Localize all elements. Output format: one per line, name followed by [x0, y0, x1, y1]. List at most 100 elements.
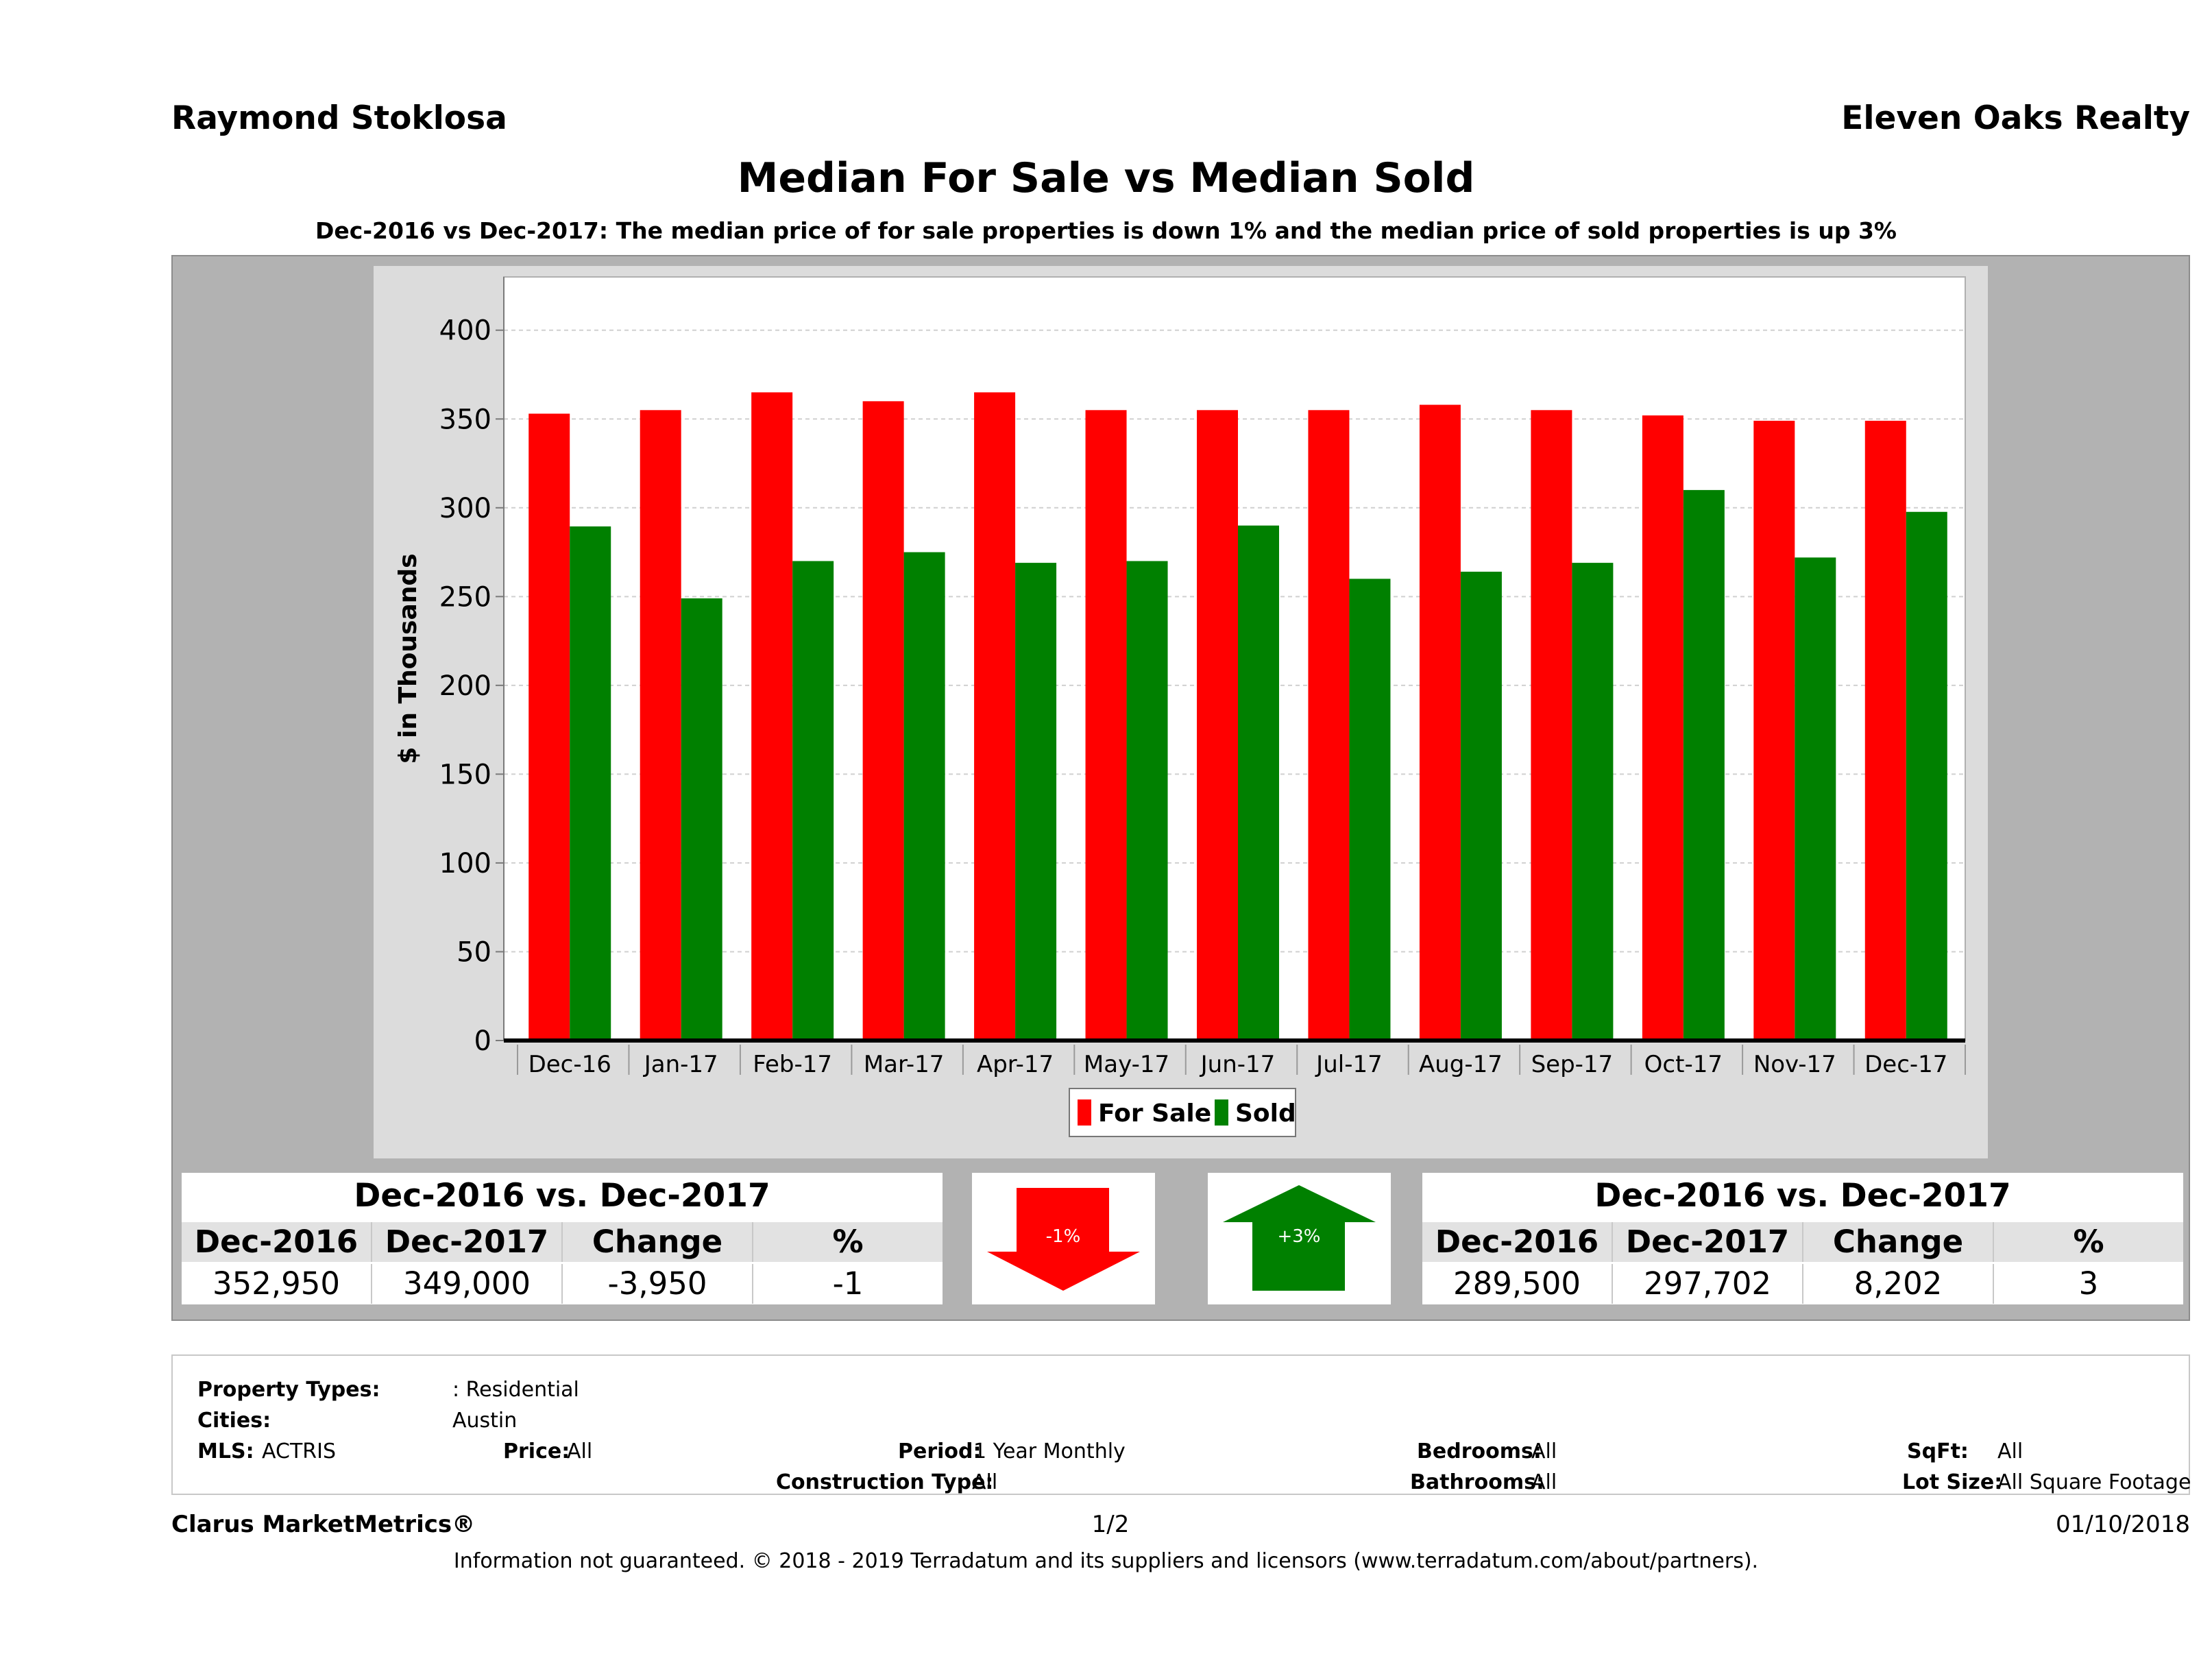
legend-box	[1069, 1088, 1296, 1137]
for-sale-change-indicator: -1%	[972, 1173, 1155, 1304]
for-sale-bar	[751, 392, 793, 1041]
value-cell: 349,000	[372, 1264, 563, 1304]
up-arrow-label: +3%	[1277, 1226, 1320, 1247]
property-types-label: Property Types:	[197, 1378, 380, 1402]
x-tick-label: Mar-17	[864, 1051, 945, 1078]
report-date: 01/10/2018	[2056, 1511, 2190, 1538]
lot-size-value: All Square Footage	[1997, 1470, 2191, 1494]
x-tick-label: Jul-17	[1315, 1051, 1383, 1078]
for-sale-bar	[1085, 410, 1127, 1041]
down-arrow-icon: -1%	[987, 1188, 1140, 1291]
y-tick-label: 350	[439, 404, 491, 435]
sold-bar	[1460, 572, 1502, 1041]
sold-bar	[681, 598, 722, 1041]
y-tick-label: 200	[439, 670, 491, 702]
value-cell: 3	[2078, 1265, 2099, 1302]
for-sale-bar	[640, 410, 681, 1041]
header-cell: %	[832, 1224, 864, 1260]
value-cell: -1	[832, 1265, 864, 1302]
y-tick-label: 400	[439, 315, 491, 347]
company-name: Eleven Oaks Realty	[1841, 99, 2190, 137]
for-sale-bar	[528, 413, 570, 1041]
construction-type-label: Construction Type:	[776, 1470, 994, 1494]
y-tick-label: 100	[439, 848, 491, 879]
cities-label: Cities:	[197, 1409, 271, 1433]
sold-change-indicator: +3%	[1208, 1173, 1391, 1304]
for-sale-bar	[1308, 410, 1350, 1041]
mls-value: ACTRIS	[262, 1439, 337, 1463]
sold-comparison-table: Dec-2016 vs. Dec-2017 Dec-2016 Dec-2017 …	[1422, 1173, 2183, 1304]
sold-table-row: 289,500 297,702 8,202 3	[1422, 1264, 2183, 1304]
sqft-label: SqFt:	[1907, 1439, 1969, 1463]
header-cell: Change	[1803, 1222, 1994, 1262]
for-sale-bar	[1197, 410, 1238, 1041]
value-cell: 297,702	[1613, 1264, 1803, 1304]
sold-bar	[570, 526, 611, 1041]
legend-label-sold: Sold	[1235, 1099, 1296, 1128]
page-number: 1/2	[1091, 1511, 1130, 1538]
mls-label: MLS:	[197, 1439, 254, 1463]
y-tick-label: 250	[439, 581, 491, 613]
for-sale-comparison-table: Dec-2016 vs. Dec-2017 Dec-2016 Dec-2017 …	[182, 1173, 943, 1304]
brand-name: Clarus MarketMetrics®	[171, 1511, 476, 1538]
header-cell: Dec-2016	[1422, 1222, 1613, 1262]
header-cell: Dec-2017	[372, 1222, 563, 1262]
x-tick-label: Dec-17	[1864, 1051, 1947, 1078]
sold-bar	[1015, 563, 1057, 1041]
for-sale-table-title: Dec-2016 vs. Dec-2017	[354, 1177, 770, 1215]
header-cell: %	[2073, 1224, 2104, 1260]
x-tick-label: Jan-17	[643, 1051, 718, 1078]
sqft-value: All	[1997, 1439, 2023, 1463]
for-sale-bar	[1864, 420, 1906, 1041]
bathrooms-value: All	[1531, 1470, 1557, 1494]
x-tick-label: May-17	[1084, 1051, 1169, 1078]
y-tick-label: 300	[439, 493, 491, 524]
up-arrow-icon: +3%	[1223, 1185, 1376, 1291]
x-tick-label: Feb-17	[753, 1051, 832, 1078]
cities-value: Austin	[452, 1409, 518, 1433]
sold-bar	[1126, 561, 1168, 1041]
agent-name: Raymond Stoklosa	[171, 99, 507, 137]
for-sale-table-header: Dec-2016 Dec-2017 Change %	[182, 1222, 943, 1262]
y-axis-label: $ in Thousands	[394, 553, 422, 764]
header-cell: Dec-2016	[182, 1222, 372, 1262]
legend-label-for-sale: For Sale	[1098, 1099, 1211, 1128]
property-types-value: : Residential	[452, 1378, 579, 1402]
for-sale-bar	[974, 392, 1016, 1041]
x-tick-label: Aug-17	[1419, 1051, 1503, 1078]
report-title: Median For Sale vs Median Sold	[737, 154, 1475, 202]
period-label: Period:	[898, 1439, 982, 1463]
for-sale-bar	[862, 401, 904, 1041]
down-arrow-label: -1%	[1046, 1226, 1081, 1247]
sold-bar	[1349, 579, 1391, 1041]
sold-bar	[792, 561, 834, 1041]
price-value: All	[567, 1439, 593, 1463]
sold-bar	[1238, 525, 1279, 1041]
value-cell: 289,500	[1422, 1264, 1613, 1304]
sold-bar	[903, 552, 945, 1041]
header-cell: Change	[563, 1222, 753, 1262]
x-tick-label: Oct-17	[1644, 1051, 1723, 1078]
x-tick-label: Nov-17	[1753, 1051, 1836, 1078]
for-sale-bar	[1419, 404, 1461, 1041]
bedrooms-value: All	[1531, 1439, 1557, 1463]
filter-criteria-box: Property Types: : Residential Cities: Au…	[171, 1354, 2191, 1495]
bar-chart: 0 50 100 150 200 250 300 350 400 $ in Thousands De…	[394, 276, 1966, 1137]
bedrooms-label: Bedrooms:	[1417, 1439, 1542, 1463]
x-tick-label: Apr-17	[977, 1051, 1054, 1078]
for-sale-bar	[1642, 415, 1684, 1041]
price-label: Price:	[503, 1439, 570, 1463]
sold-table-title: Dec-2016 vs. Dec-2017	[1594, 1177, 2011, 1215]
for-sale-table-row: 352,950 349,000 -3,950 -1	[182, 1264, 943, 1304]
sold-bar	[1795, 557, 1836, 1041]
bathrooms-label: Bathrooms:	[1410, 1470, 1544, 1494]
value-cell: 8,202	[1803, 1264, 1994, 1304]
y-tick-label: 50	[457, 936, 491, 968]
for-sale-bar	[1531, 410, 1572, 1041]
report-subtitle: Dec-2016 vs Dec-2017: The median price o…	[315, 217, 1897, 244]
legend-swatch-for-sale	[1078, 1099, 1091, 1126]
x-tick-label: Jun-17	[1200, 1051, 1276, 1078]
header-cell: Dec-2017	[1613, 1222, 1803, 1262]
sold-bar	[1683, 489, 1725, 1041]
x-tick-label: Sep-17	[1531, 1051, 1614, 1078]
